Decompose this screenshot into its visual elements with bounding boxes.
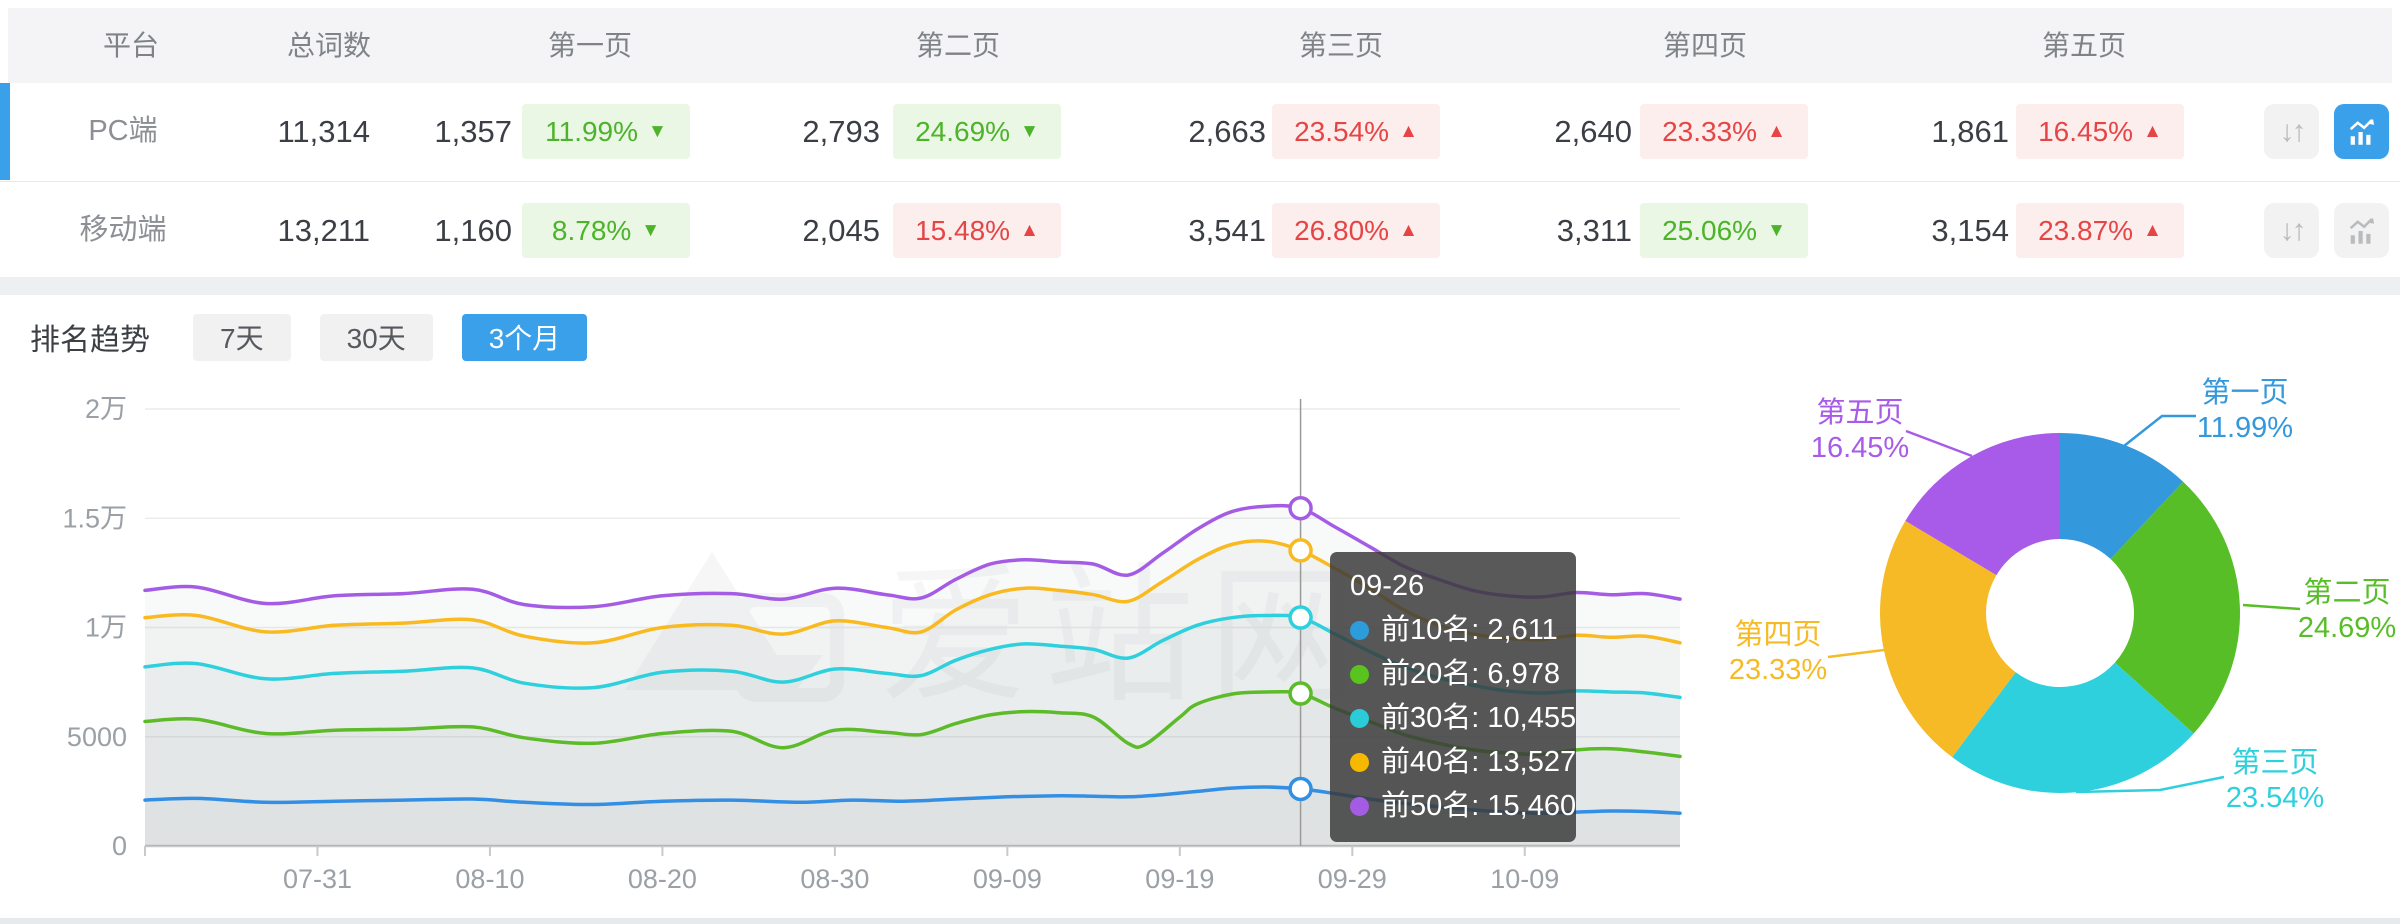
donut-pct: 16.45% [1810,432,1910,464]
trend-arrow-icon: ▼ [1767,219,1786,241]
page5-count: 3,154 [1931,213,2009,248]
page5-change-badge: 16.45% ▲ [2016,104,2184,159]
page-bottom-strip [0,918,2400,924]
series-dot [1350,752,1369,772]
trend-toolbar: 排名趋势 7天 30天 3个月 [30,312,588,362]
compare-button[interactable]: ↓↑ [2264,203,2319,258]
page1-count: 1,357 [434,114,512,149]
page2-change-badge: 24.69% ▼ [893,104,1061,159]
page3-count: 2,663 [1188,114,1266,149]
trend-arrow-icon: ▲ [1399,120,1418,142]
table-row-pc[interactable]: PC端 11,314 1,357 11.99% ▼ 2,793 24.69% ▼ 2… [0,83,2400,180]
chart-tooltip: 09-26 前10名: 2,611 前20名: 6,978 前30名: 10,4… [1330,552,1576,842]
series-dot [1350,664,1369,684]
page2-count: 2,793 [802,114,880,149]
col-page4: 第四页 [1662,30,1747,61]
sort-arrows-icon: ↓↑ [2279,213,2307,247]
trend-arrow-icon: ▲ [1399,219,1418,241]
donut-label-page4: 第四页 23.33% [1693,618,1863,688]
trend-arrow-icon: ▲ [1767,120,1786,142]
sort-arrows-icon: ↓↑ [2279,114,2307,148]
trend-arrow-icon: ▼ [1020,120,1039,142]
chart-icon [2349,118,2374,145]
page1-count: 1,160 [434,213,512,248]
tooltip-item: 前20名: 6,978 [1350,652,1560,696]
donut-pct: 24.69% [2297,612,2397,644]
tooltip-item: 前10名: 2,611 [1350,608,1558,652]
trend-chart-button[interactable] [2334,203,2389,258]
page3-change-badge: 26.80% ▲ [1272,203,1440,258]
trend-arrow-icon: ▲ [2143,219,2162,241]
tab-7days[interactable]: 7天 [193,313,291,361]
page3-count: 3,541 [1188,213,1266,248]
donut-label-page3: 第三页 23.54% [2190,746,2360,816]
platform-label: PC端 [88,115,158,147]
page2-count: 2,045 [802,213,880,248]
col-page2: 第二页 [915,30,1000,61]
page3-change-badge: 23.54% ▲ [1272,104,1440,159]
series-dot [1350,796,1369,816]
trend-arrow-icon: ▲ [2143,120,2162,142]
tab-3months[interactable]: 3个月 [461,313,588,361]
table-row-mobile[interactable]: 移动端 13,211 1,160 8.78% ▼ 2,045 15.48% ▲ 3,… [0,181,2400,279]
page1-change-badge: 11.99% ▼ [522,104,690,159]
col-page1: 第一页 [547,30,632,61]
donut-pct: 23.54% [2225,782,2325,814]
total-words: 11,314 [277,114,370,149]
total-words: 13,211 [277,213,370,248]
page4-count: 3,311 [1556,213,1632,248]
platform-label: 移动端 [79,214,167,246]
keyword-rank-table: 平台 总词数 第一页 第二页 第三页 第四页 第五页 PC端 11,314 1,… [0,0,2400,277]
compare-button[interactable]: ↓↑ [2264,104,2319,159]
donut-label-page1: 第一页 11.99% [2160,376,2330,446]
donut-pct: 23.33% [1728,654,1828,686]
col-page5: 第五页 [2041,30,2126,61]
page4-change-badge: 25.06% ▼ [1640,203,1808,258]
chart-icon [2349,217,2374,244]
page2-change-badge: 15.48% ▲ [893,203,1061,258]
donut-label-page5: 第五页 16.45% [1775,396,1945,466]
section-title: 排名趋势 [30,324,150,357]
tooltip-date: 09-26 [1350,570,1425,602]
page4-change-badge: 23.33% ▲ [1640,104,1808,159]
page1-change-badge: 8.78% ▼ [522,203,690,258]
tooltip-item: 前50名: 15,460 [1350,784,1576,828]
page4-count: 2,640 [1554,114,1632,149]
page5-count: 1,861 [1931,114,2009,149]
donut-pct: 11.99% [2196,412,2294,444]
trend-section: 排名趋势 7天 30天 3个月 第一页 11.99% 第二页 24.69% 第三页 2… [0,295,2400,918]
tooltip-item: 前40名: 13,527 [1350,740,1576,784]
trend-chart-button[interactable] [2334,104,2389,159]
selected-row-indicator [0,83,10,180]
col-page3: 第三页 [1298,30,1383,61]
table-header: 平台 总词数 第一页 第二页 第三页 第四页 第五页 [8,8,2392,83]
series-dot [1350,708,1369,728]
col-platform: 平台 [102,30,159,61]
tooltip-item: 前30名: 10,455 [1350,696,1576,740]
tab-30days[interactable]: 30天 [319,313,433,361]
trend-arrow-icon: ▼ [648,120,667,142]
series-dot [1350,620,1369,640]
page5-change-badge: 23.87% ▲ [2016,203,2184,258]
trend-arrow-icon: ▲ [1020,219,1039,241]
col-total: 总词数 [286,30,371,61]
donut-label-page2: 第二页 24.69% [2262,576,2400,646]
trend-arrow-icon: ▼ [641,219,661,241]
